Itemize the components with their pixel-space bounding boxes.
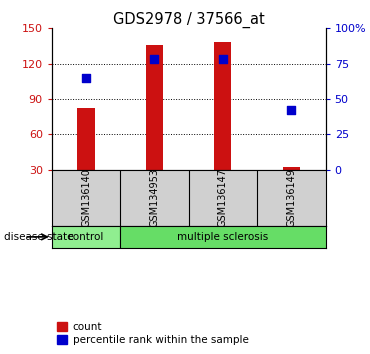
Text: multiple sclerosis: multiple sclerosis [177, 232, 269, 242]
Text: disease state: disease state [4, 232, 73, 242]
Bar [52, 226, 120, 248]
Text: control: control [68, 232, 104, 242]
Text: GSM134953: GSM134953 [149, 168, 159, 227]
Point [83, 75, 89, 81]
Text: GSM136147: GSM136147 [218, 168, 228, 227]
Text: GSM136140: GSM136140 [81, 168, 91, 227]
Bar [283, 167, 300, 170]
Bar [120, 226, 326, 248]
Bar [77, 108, 95, 170]
Point [152, 57, 158, 62]
Title: GDS2978 / 37566_at: GDS2978 / 37566_at [113, 12, 265, 28]
Point [289, 107, 295, 113]
Point [220, 57, 226, 62]
Bar [146, 45, 163, 170]
Bar [214, 42, 232, 170]
Legend: count, percentile rank within the sample: count, percentile rank within the sample [57, 322, 249, 345]
Text: GSM136149: GSM136149 [286, 168, 296, 227]
